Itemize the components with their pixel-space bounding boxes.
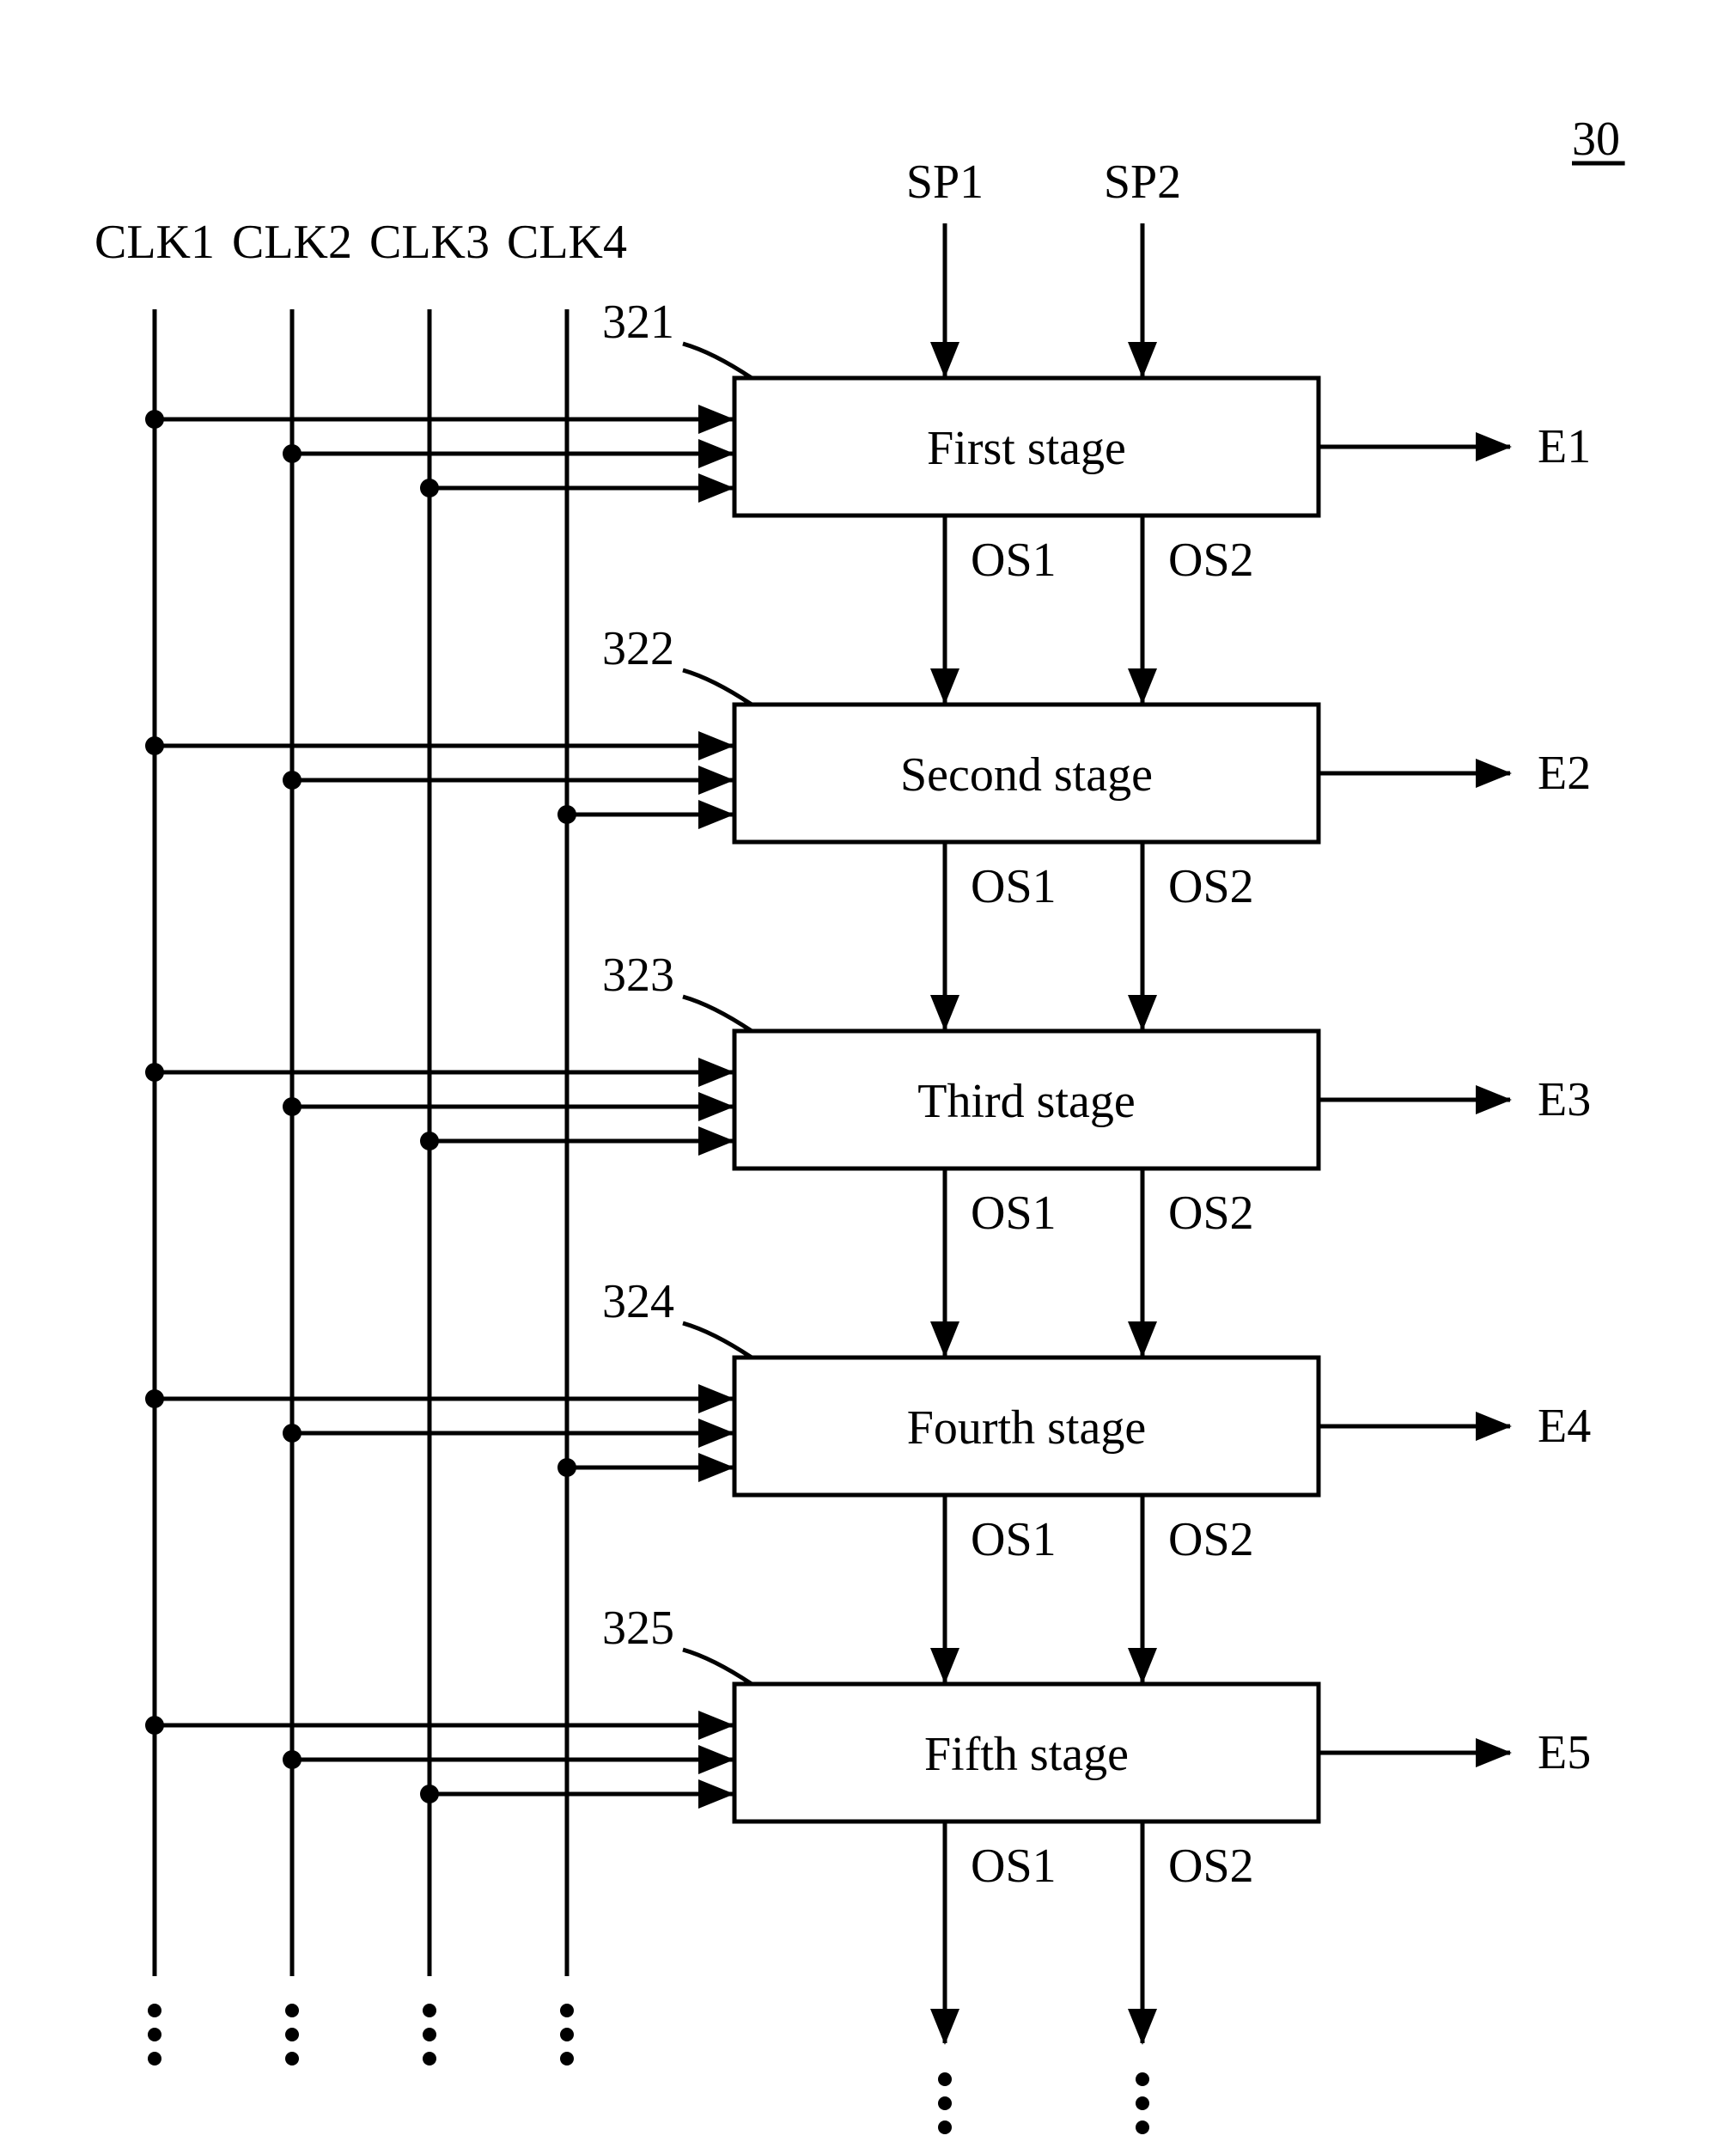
- os2-label-1: OS2: [1168, 534, 1254, 587]
- stage-out-5: E5: [1538, 1726, 1591, 1779]
- stage-out-4: E4: [1538, 1400, 1591, 1453]
- clk-label-3: CLK3: [369, 216, 490, 269]
- sp2-label: SP2: [1104, 156, 1181, 209]
- stage-4: Fourth stage 324 E4 OS1 OS2: [145, 1275, 1591, 1684]
- stage-ref-1: 321: [602, 296, 674, 349]
- sp1-label: SP1: [906, 156, 984, 209]
- stage-label-2: Second stage: [900, 748, 1153, 802]
- stage-label-4: Fourth stage: [907, 1401, 1146, 1455]
- stage-ref-2: 322: [602, 622, 674, 675]
- os1-label-5: OS1: [971, 1840, 1057, 1893]
- stage-3: Third stage 323 E3 OS1 OS2: [145, 949, 1591, 1358]
- os1-label-3: OS1: [971, 1187, 1057, 1240]
- clk-label-4: CLK4: [507, 216, 627, 269]
- clk-label-2: CLK2: [232, 216, 352, 269]
- stage-out-2: E2: [1538, 747, 1591, 800]
- stage-ref-4: 324: [602, 1275, 674, 1328]
- os2-label-4: OS2: [1168, 1513, 1254, 1566]
- stage-ref-3: 323: [602, 949, 674, 1002]
- clk-label-1: CLK1: [94, 216, 215, 269]
- stage-label-3: Third stage: [917, 1075, 1135, 1128]
- stage-label-1: First stage: [927, 422, 1126, 475]
- os2-label-2: OS2: [1168, 860, 1254, 913]
- figure-ref: 30: [1572, 113, 1620, 166]
- stage-ref-5: 325: [602, 1602, 674, 1655]
- os2-label-3: OS2: [1168, 1187, 1254, 1240]
- stage-out-1: E1: [1538, 420, 1591, 473]
- stage-label-5: Fifth stage: [924, 1728, 1129, 1781]
- stage-out-3: E3: [1538, 1073, 1591, 1126]
- os2-label-5: OS2: [1168, 1840, 1254, 1893]
- stage-1: First stage 321 E1 OS1 OS2: [145, 296, 1591, 705]
- os1-label-4: OS1: [971, 1513, 1057, 1566]
- os1-label-1: OS1: [971, 534, 1057, 587]
- stage-5: Fifth stage 325 E5 OS1 OS2: [145, 1602, 1591, 2045]
- os1-label-2: OS1: [971, 860, 1057, 913]
- stage-2: Second stage 322 E2 OS1 OS2: [145, 622, 1591, 1031]
